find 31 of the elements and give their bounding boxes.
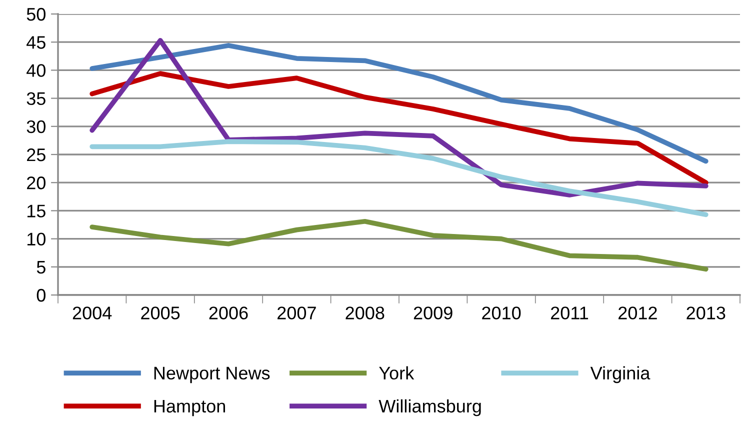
y-tick-label: 5 [36,261,46,274]
y-tick-label: 40 [26,64,46,77]
x-tick-label: 2007 [278,306,316,320]
x-tick-label: 2006 [209,306,248,320]
y-tick-label: 25 [27,148,46,162]
x-tick-label: 2012 [618,306,657,320]
y-tick-label: 30 [26,120,46,134]
x-tick-label: 2008 [346,306,384,320]
x-tick-label: 2009 [414,306,452,320]
x-tick-label: 2010 [482,306,521,320]
y-tick-label: 35 [26,92,46,106]
legend-label: Hampton [154,400,226,416]
x-tick-label: 2004 [72,306,112,320]
y-tick-label: 45 [26,36,46,49]
legend-label: York [379,366,414,380]
legend-label: Williamsburg [378,399,481,416]
line-series [90,218,708,272]
line-series [90,38,708,198]
y-tick-label: 50 [26,8,46,21]
legend-label: Virginia [590,366,650,384]
x-tick-label: 2005 [141,306,180,320]
y-tick-label: 0 [36,288,46,302]
line-series [90,43,708,164]
legend-label: Newport News [154,366,270,384]
y-tick-label: 15 [27,204,46,218]
y-tick-label: 20 [27,176,46,190]
y-tick-label: 10 [27,232,46,246]
line-series [90,139,708,218]
line-series [90,71,708,186]
x-tick-label: 2013 [686,306,726,320]
x-tick-label: 2011 [550,306,588,320]
